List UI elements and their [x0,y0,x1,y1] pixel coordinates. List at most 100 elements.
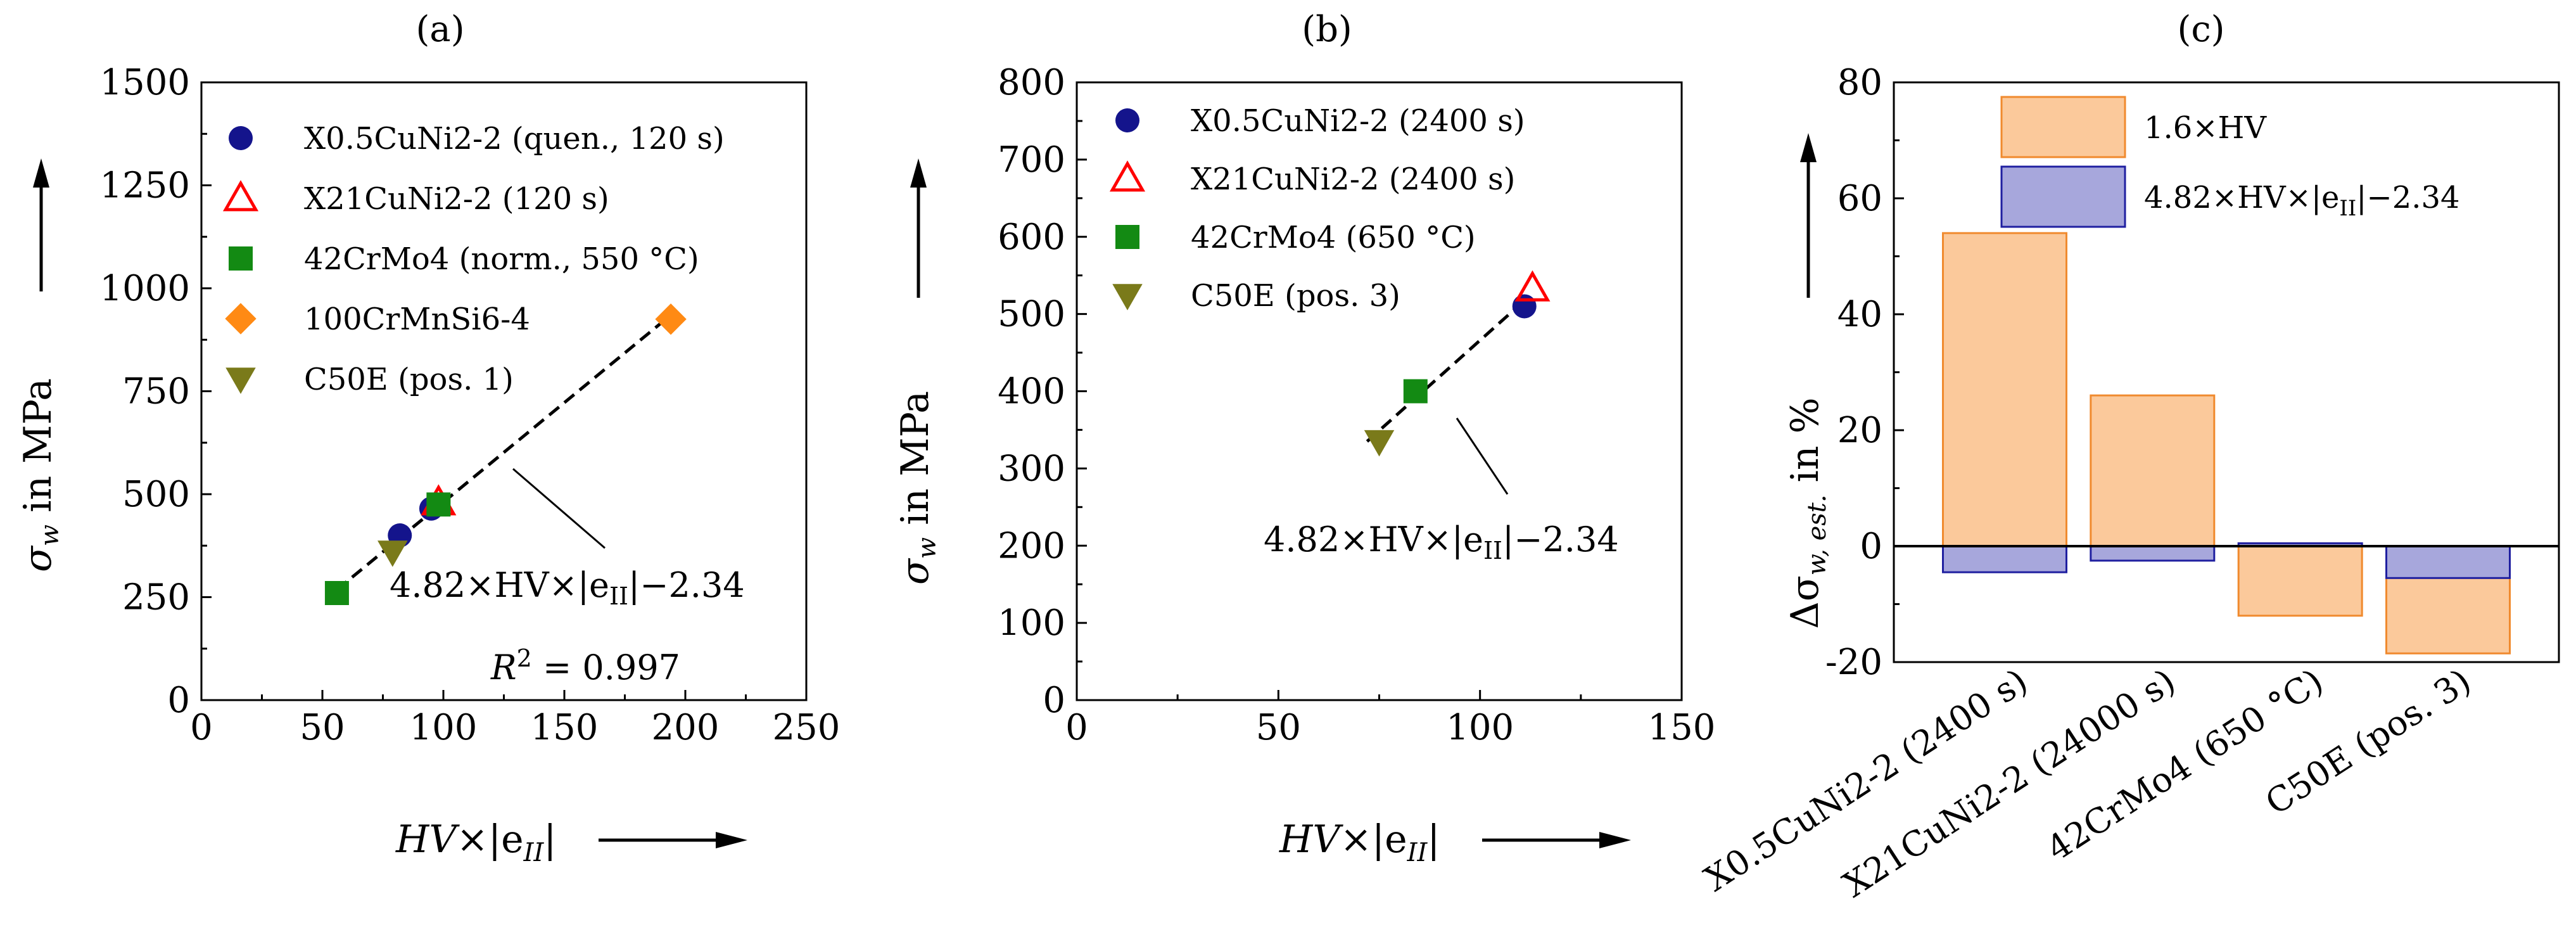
y-tick-label: 1500 [99,62,190,103]
x-tick-label: 200 [652,707,720,748]
bar-fit [1942,545,2067,573]
legend-swatch [2000,165,2126,228]
x-tick-label: 0 [190,707,213,748]
panel-a-fit-annotation: 4.82×HV×|eII|−2.34 [390,565,745,610]
y-tick-label: 60 [1837,178,1882,219]
y-tick-label: 750 [122,371,190,412]
panel-a-y-axis-label: σw in MPa [16,378,65,572]
legend-marker [1115,225,1139,249]
panel-b-y-axis-arrow [910,158,927,298]
y-tick-label: 0 [1043,680,1065,721]
data-point [1512,294,1537,319]
legend-entry: X21CuNi2-2 (120 s) [304,181,609,217]
panel-b-x-axis-arrow [1482,832,1631,848]
panel-a-x-ticks: 0 50 100 150 200 250 [190,690,840,748]
panel-b-label: (b) [1302,9,1352,50]
data-point [426,492,451,517]
y-tick-label: -20 [1825,642,1882,683]
panel-b-legend: X0.5CuNi2-2 (2400 s) X21CuNi2-2 (2400 s) 4… [1109,103,1525,314]
x-tick-label: 0 [1065,707,1088,748]
panel-c-bars [1942,232,2511,654]
legend-marker [1112,284,1143,310]
y-tick-label: 800 [998,62,1065,103]
svg-text:σw in MPa: σw in MPa [893,391,942,585]
legend-marker [229,246,253,271]
data-point [1403,379,1428,404]
data-point [1514,270,1551,302]
legend-marker [225,367,256,394]
panel-b-annotation-leader [1456,418,1509,495]
panel-c-legend: 1.6×HV 4.82×HV×|eII|−2.34 [2000,96,2460,228]
y-tick-label: 400 [998,371,1065,412]
y-tick-label: 250 [122,577,190,618]
bar-1.6hv [1942,232,2067,547]
legend-marker [229,126,253,150]
panel-b-fit-annotation: 4.82×HV×|eII|−2.34 [1264,520,1619,565]
category-label: 42CrMo4 (650 °C) [2040,661,2330,869]
legend-marker [222,180,259,212]
legend-entry: 100CrMnSi6-4 [304,302,530,337]
panel-a-legend: X0.5CuNi2-2 (quen., 120 s) X21CuNi2-2 (12… [222,121,725,397]
bar-1.6hv [2090,394,2216,547]
panel-b-fit-line [1366,295,1530,443]
panel-c: (c) -20 0 20 40 60 80 X0.5CuNi2-2 (2400 s)X21… [1697,9,2560,905]
bar-fit [2090,545,2216,562]
panel-b-x-ticks: 0 50 100 150 [1065,690,1715,748]
legend-entry: X0.5CuNi2-2 (quen., 120 s) [304,121,725,156]
panel-b-y-axis-label: σw in MPa [893,391,942,585]
legend-marker [225,303,257,335]
panel-a-label: (a) [416,9,464,50]
y-tick-label: 200 [998,525,1065,566]
data-point [324,581,349,605]
legend-entry: 4.82×HV×|eII|−2.34 [2144,180,2460,221]
data-point [378,540,408,567]
panel-a-annotation-leader [512,468,606,549]
x-tick-label: 50 [300,707,345,748]
y-tick-label: 80 [1837,62,1882,103]
legend-swatch [2000,96,2126,158]
legend-marker [1115,108,1139,132]
legend-entry: X0.5CuNi2-2 (2400 s) [1191,103,1525,139]
x-tick-label: 100 [1446,707,1514,748]
panel-b-x-axis-label: HV×|eII| [1279,817,1440,867]
panel-b-y-ticks: 0 100 200 300 400 500 600 700 800 [998,62,1087,721]
panel-a: (a) 0 50 100 150 200 250 0 250 500 750 1000 1250 15… [16,9,840,867]
panel-c-y-axis-arrow [1800,133,1817,298]
y-tick-label: 40 [1837,294,1882,335]
panel-a-points [324,303,687,605]
legend-marker [1109,160,1146,192]
panel-a-x-axis-label: HV×|eII| [395,817,556,867]
y-tick-label: 500 [998,294,1065,335]
panel-b-points [1364,270,1551,457]
y-tick-label: 300 [998,448,1065,489]
svg-text:Δσw, est. in %: Δσw, est. in % [1783,397,1832,629]
y-tick-label: 500 [122,474,190,515]
y-tick-label: 20 [1837,410,1882,451]
x-tick-label: 100 [410,707,478,748]
x-tick-label: 250 [773,707,841,748]
panel-a-x-axis-arrow [599,832,747,848]
data-point [655,303,687,335]
fit-line [336,314,672,591]
panel-c-y-ticks: -20 0 20 40 60 80 [1825,62,1904,683]
legend-entry: C50E (pos. 3) [1191,278,1400,314]
bar-1.6hv [2237,545,2363,617]
y-tick-label: 700 [998,139,1065,181]
legend-entry: X21CuNi2-2 (2400 s) [1191,162,1515,197]
panel-a-y-axis-arrow [33,158,49,291]
legend-entry: 42CrMo4 (650 °C) [1191,220,1476,255]
legend-entry: 42CrMo4 (norm., 550 °C) [304,241,699,277]
x-tick-label: 150 [531,707,599,748]
legend-entry: 1.6×HV [2144,110,2267,146]
legend-entry: C50E (pos. 1) [304,362,514,397]
data-point [1364,430,1395,457]
panel-c-y-axis-label: Δσw, est. in % [1783,397,1832,629]
panel-a-r2-annotation: R2 = 0.997 [490,644,680,687]
y-tick-label: 0 [1860,526,1882,567]
y-tick-label: 0 [167,680,190,721]
panel-a-fit-line [336,314,672,591]
panel-b: (b) 0 50 100 150 0100200300400500600700800 … [893,9,1715,867]
svg-text:σw in MPa: σw in MPa [16,378,65,572]
y-tick-label: 600 [998,217,1065,258]
